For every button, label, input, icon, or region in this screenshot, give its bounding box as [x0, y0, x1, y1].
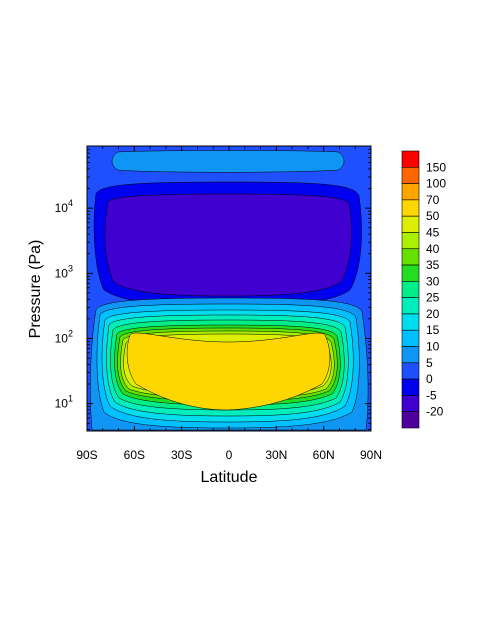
colorbar-box	[401, 281, 420, 298]
colorbar-label: -20	[426, 405, 444, 419]
colorbar-label: 10	[426, 340, 440, 354]
colorbar-box	[401, 183, 420, 201]
negative-cell-inner	[104, 193, 352, 297]
x-axis: 90S 60S 30S 0 30N 60N 90N	[76, 146, 382, 462]
y-axis-label: Pressure (Pa)	[27, 240, 44, 339]
colorbar-label: 20	[426, 307, 440, 321]
colorbar-label: 0	[426, 372, 433, 386]
y-tick-label: 102	[55, 328, 73, 345]
x-tick-label: 90N	[360, 448, 382, 462]
upper-positive-band	[111, 150, 345, 173]
colorbar-label: 70	[426, 193, 440, 207]
x-tick-label: 60N	[313, 448, 335, 462]
colorbar-label: -5	[426, 388, 437, 402]
colorbar-label: 45	[426, 225, 440, 239]
x-axis-label: Latitude	[201, 469, 258, 486]
colorbar-box	[401, 395, 420, 413]
contour-plot-area	[87, 146, 371, 431]
colorbar-box	[401, 166, 420, 184]
y-tick-label: 101	[55, 394, 73, 411]
positive-jet	[90, 297, 369, 431]
colorbar-box	[401, 378, 420, 396]
x-tick-label: 30S	[171, 448, 192, 462]
colorbar-box	[401, 362, 420, 380]
y-tick-label: 104	[55, 198, 73, 215]
colorbar-label: 35	[426, 258, 440, 272]
colorbar-label: 50	[426, 209, 440, 223]
colorbar-box	[401, 150, 420, 168]
colorbar-label: 100	[426, 177, 446, 191]
colorbar-box	[401, 329, 420, 347]
colorbar-label: 5	[426, 356, 433, 370]
colorbar-label: 40	[426, 242, 440, 256]
colorbar-label: 25	[426, 291, 440, 305]
colorbar-box	[401, 199, 420, 217]
x-tick-label: 0	[226, 448, 233, 462]
colorbar-box	[401, 232, 420, 250]
colorbar-box	[401, 264, 420, 282]
colorbar-box	[401, 248, 420, 266]
colorbar-label: 15	[426, 323, 440, 337]
colorbar-box	[401, 313, 420, 331]
colorbar-box	[401, 215, 420, 233]
x-tick-label: 90S	[76, 448, 97, 462]
colorbar-box	[401, 346, 420, 364]
colorbar-label: 150	[426, 160, 446, 174]
colorbar-box	[401, 411, 420, 429]
x-tick-label: 60S	[124, 448, 145, 462]
contour-50	[126, 332, 331, 411]
y-tick-label: 103	[55, 263, 73, 280]
colorbar-label: 30	[426, 274, 440, 288]
colorbar-box	[401, 297, 420, 315]
x-tick-label: 30N	[265, 448, 287, 462]
